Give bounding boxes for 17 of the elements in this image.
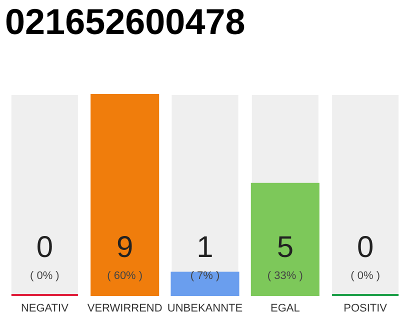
annotation: ( 0% ) xyxy=(350,270,380,282)
x-tick-label: UNBEKANNTE xyxy=(167,302,243,314)
data-label: 1 xyxy=(196,231,214,264)
data-label: 9 xyxy=(116,231,134,264)
annotation: ( 33% ) xyxy=(267,270,303,282)
chart-title: 021652600478 xyxy=(5,1,246,42)
x-tick-label: EGAL xyxy=(270,302,300,314)
x-tick-label: POSITIV xyxy=(344,302,388,314)
bar xyxy=(170,272,240,296)
x-tick-label: VERWIRREND xyxy=(87,302,162,314)
x-tick-label: NEGATIV xyxy=(20,302,70,314)
annotation: ( 7% ) xyxy=(190,270,220,282)
annotation: ( 60% ) xyxy=(107,270,143,282)
data-label: 0 xyxy=(36,231,54,264)
data-label: 5 xyxy=(276,231,294,264)
annotation: ( 0% ) xyxy=(30,270,60,282)
data-label: 0 xyxy=(356,231,374,264)
